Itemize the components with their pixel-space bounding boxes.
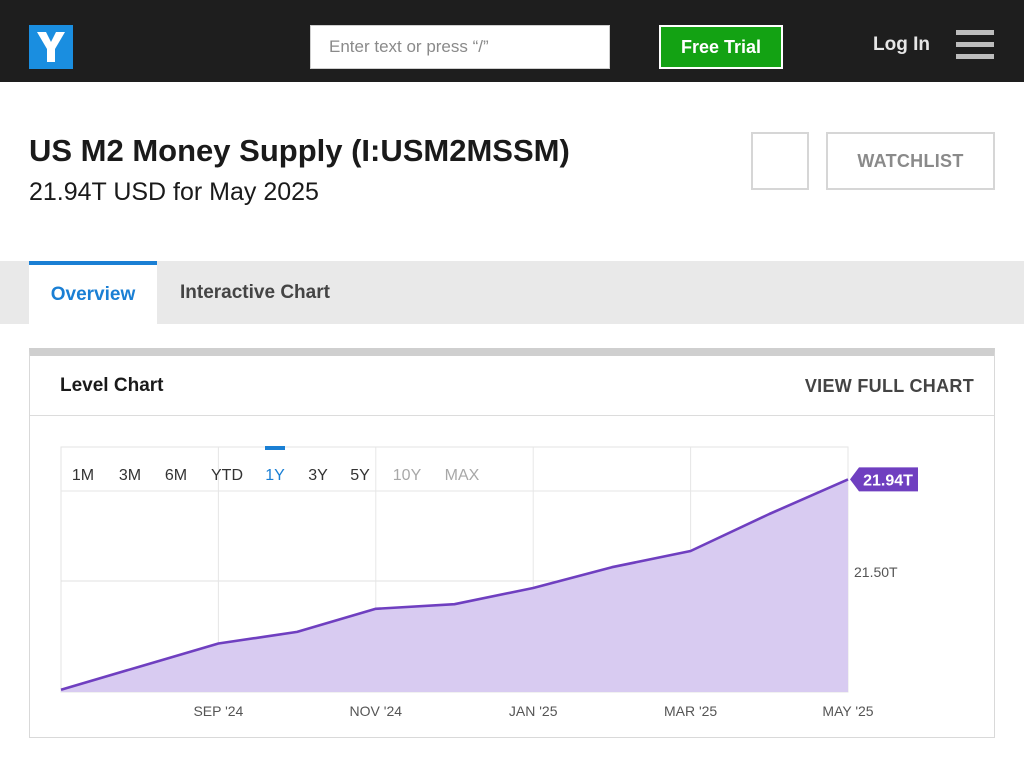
search-box[interactable]	[310, 25, 610, 69]
menu-bar	[956, 30, 994, 35]
action-square-button[interactable]	[751, 132, 809, 190]
chart-axes: 21.50T SEP '24 NOV '24 JAN '25 MAR '25 MAY '2…	[193, 564, 898, 719]
last-value-badge	[850, 467, 918, 492]
view-full-chart-link[interactable]: VIEW FULL CHART	[804, 376, 974, 396]
tab-interactive-chart[interactable]: Interactive Chart	[180, 281, 330, 303]
range-button-10y: 10Y	[393, 467, 422, 484]
card-header: Level Chart VIEW FULL CHART	[30, 356, 994, 416]
hamburger-menu-icon[interactable]	[956, 30, 996, 64]
range-button-3y[interactable]: 3Y	[308, 467, 328, 484]
range-button-1y[interactable]: 1Y	[265, 467, 285, 484]
range-button-ytd[interactable]: YTD	[211, 467, 243, 484]
last-value-label: 21.94T	[863, 472, 913, 489]
y-tick-label: 21.50T	[854, 564, 898, 580]
top-navigation-bar: Free Trial Log In	[0, 0, 1024, 82]
range-button-3m[interactable]: 3M	[119, 467, 141, 484]
tab-overview[interactable]: Overview	[29, 261, 157, 324]
x-tick-label: SEP '24	[193, 703, 243, 719]
active-range-indicator	[265, 446, 285, 450]
series-line	[60, 478, 849, 691]
free-trial-button[interactable]: Free Trial	[659, 25, 783, 69]
card-title: Level Chart	[60, 375, 164, 396]
x-tick-label: NOV '24	[350, 703, 403, 719]
log-in-link[interactable]: Log In	[873, 34, 930, 55]
range-button-6m[interactable]: 6M	[165, 467, 187, 484]
chart-plot: 21.94T	[60, 467, 918, 692]
page-subtitle: 21.94T USD for May 2025	[29, 178, 319, 206]
page-title: US M2 Money Supply (I:USM2MSSM)	[29, 133, 570, 168]
range-button-5y[interactable]: 5Y	[350, 467, 370, 484]
menu-bar	[956, 54, 994, 59]
x-tick-label: MAY '25	[822, 703, 873, 719]
menu-bar	[956, 42, 994, 47]
x-tick-label: JAN '25	[509, 703, 558, 719]
x-tick-label: MAR '25	[664, 703, 717, 719]
series-area	[61, 479, 848, 692]
tab-bar: Overview Interactive Chart	[0, 261, 1024, 324]
watchlist-button[interactable]: WATCHLIST	[826, 132, 995, 190]
logo-y-icon	[37, 32, 65, 62]
logo[interactable]	[29, 25, 73, 69]
range-button-1m[interactable]: 1M	[72, 467, 94, 484]
range-button-max: MAX	[445, 467, 480, 484]
search-input[interactable]	[311, 26, 609, 68]
range-selector: 1M 3M 6M YTD 1Y 3Y 5Y 10Y MAX	[72, 446, 480, 484]
